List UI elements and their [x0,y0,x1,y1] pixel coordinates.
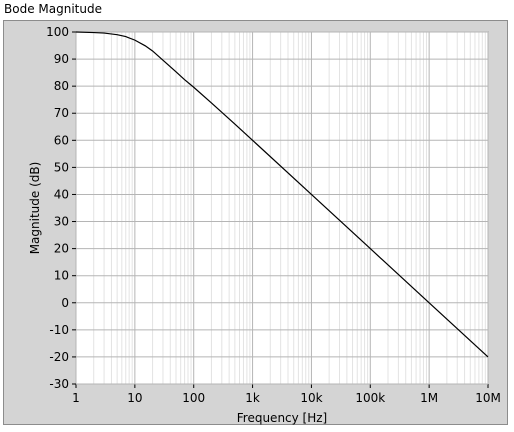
y-tick-label: 70 [54,106,69,120]
y-axis-label: Magnitude (dB) [28,162,42,255]
tick-labels: 1 10 100 1k 10k 100k 1M 10M10090807060504030201… [46,25,501,405]
y-tick-label: -20 [49,350,69,364]
magnitude-series-line [75,31,489,358]
y-tick-label: 80 [54,79,69,93]
y-tick-label: 60 [54,133,69,147]
x-tick-label: 1k [245,391,260,405]
y-tick-label: -30 [49,377,69,391]
plot-area [75,31,489,385]
grid [72,31,489,388]
y-tick-label: 40 [54,187,69,201]
x-tick-label: 1 [72,391,80,405]
y-tick-label: 90 [54,52,69,66]
y-tick-label: 0 [61,296,69,310]
y-tick-label: 20 [54,242,69,256]
chart-title: Bode Magnitude [4,2,102,16]
x-tick-label: 10 [127,391,142,405]
x-tick-label: 100k [355,391,385,405]
y-tick-label: 30 [54,215,69,229]
x-tick-label: 10M [475,391,501,405]
y-tick-label: 10 [54,269,69,283]
x-tick-label: 1M [420,391,438,405]
y-tick-label: 100 [46,25,69,39]
y-tick-label: -10 [49,323,69,337]
x-tick-label: 100 [182,391,205,405]
y-tick-label: 50 [54,160,69,174]
x-axis-label: Frequency [Hz] [237,411,328,425]
x-tick-label: 10k [300,391,322,405]
